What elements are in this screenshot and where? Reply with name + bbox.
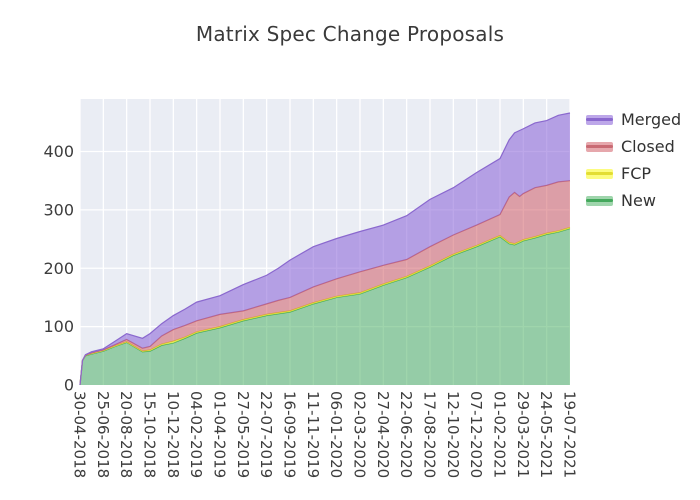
y-tick-label: 100 — [43, 317, 74, 336]
x-tick-label: 04-02-2019 — [187, 391, 205, 478]
x-tick-label: 10-12-2018 — [164, 391, 182, 478]
y-tick-label: 200 — [43, 259, 74, 278]
x-tick-label: 22-06-2020 — [397, 391, 415, 478]
y-tick-label: 300 — [43, 200, 74, 219]
x-tick-label: 27-05-2019 — [234, 391, 252, 478]
legend-item-new: New — [586, 187, 681, 214]
x-tick-label: 15-10-2018 — [141, 391, 159, 478]
legend-item-merged: Merged — [586, 106, 681, 133]
legend-swatch-line — [586, 172, 613, 175]
y-tick-label: 0 — [64, 376, 74, 395]
x-tick-label: 11-11-2019 — [304, 391, 322, 478]
x-tick-label: 19-07-2021 — [561, 391, 579, 478]
x-tick-label: 29-03-2021 — [514, 391, 532, 478]
x-tick-label: 30-04-2018 — [71, 391, 89, 478]
legend-label-merged: Merged — [621, 110, 682, 129]
legend-swatch-closed — [586, 141, 613, 152]
area-merged — [80, 113, 570, 385]
x-tick-label: 07-12-2020 — [467, 391, 485, 478]
x-tick-label: 17-08-2020 — [421, 391, 439, 478]
legend-swatch-line — [586, 118, 613, 121]
legend-item-fcp: FCP — [586, 160, 681, 187]
x-tick-label: 25-06-2018 — [94, 391, 112, 478]
legend-swatch-merged — [586, 114, 613, 125]
x-tick-label: 24-05-2021 — [537, 391, 555, 478]
legend-label-new: New — [621, 191, 656, 210]
x-tick-label: 01-04-2019 — [211, 391, 229, 478]
x-tick-label: 02-03-2020 — [351, 391, 369, 478]
x-tick-label: 20-08-2018 — [117, 391, 135, 478]
chart-title: Matrix Spec Change Proposals — [195, 22, 505, 46]
line-merged — [79, 112, 571, 386]
x-tick-label: 06-01-2020 — [327, 391, 345, 478]
x-tick-label: 16-09-2019 — [281, 391, 299, 478]
x-tick-label: 27-04-2020 — [374, 391, 392, 478]
legend-swatch-fcp — [586, 168, 613, 179]
legend-swatch-line — [586, 145, 613, 148]
area-new — [80, 228, 570, 385]
x-tick-label: 22-07-2019 — [257, 391, 275, 478]
legend-item-closed: Closed — [586, 133, 681, 160]
legend-label-fcp: FCP — [621, 164, 652, 183]
x-tick-label: 12-10-2020 — [444, 391, 462, 478]
legend: Merged Closed FCP New — [586, 106, 681, 214]
legend-swatch-new — [586, 195, 613, 206]
x-tick-label: 01-02-2021 — [491, 391, 509, 478]
legend-swatch-line — [586, 199, 613, 202]
y-tick-label: 400 — [43, 142, 74, 161]
legend-label-closed: Closed — [621, 137, 675, 156]
